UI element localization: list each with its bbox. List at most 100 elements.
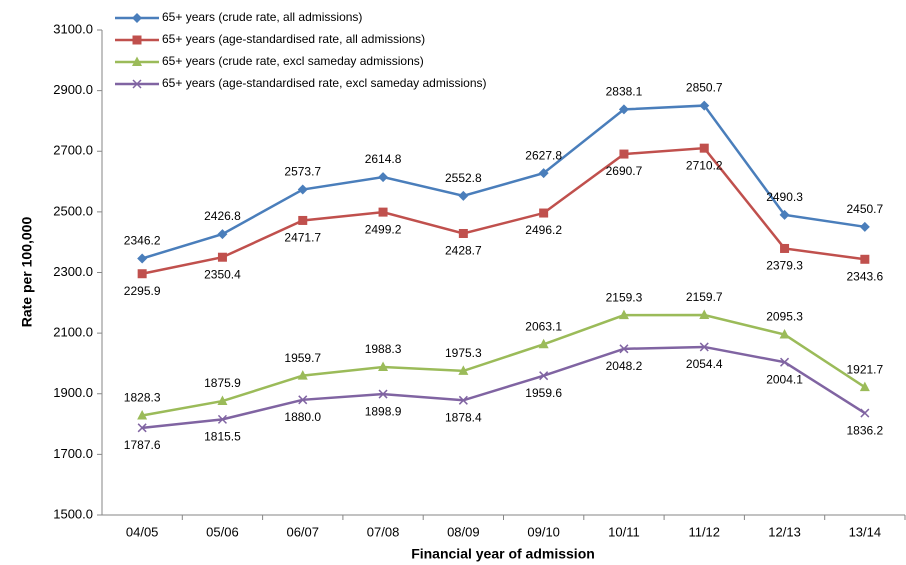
data-label: 1880.0	[284, 410, 321, 424]
marker	[137, 269, 147, 279]
legend-label: 65+ years (crude rate, all admissions)	[162, 10, 362, 24]
data-label: 1898.9	[365, 404, 402, 418]
x-tick-label: 06/07	[286, 524, 319, 539]
x-axis-title: Financial year of admission	[411, 546, 595, 562]
y-tick-label: 2100.0	[53, 325, 93, 340]
data-label: 2627.8	[525, 148, 562, 162]
marker	[699, 309, 710, 320]
marker	[297, 370, 308, 380]
data-label: 2343.6	[846, 269, 883, 283]
data-label: 2614.8	[365, 152, 402, 166]
x-tick-label: 10/11	[608, 524, 640, 539]
data-label: 2159.7	[686, 290, 723, 304]
marker	[217, 252, 227, 262]
data-label: 2850.7	[686, 81, 723, 95]
data-label: 2426.8	[204, 209, 241, 223]
x-tick-label: 04/05	[126, 524, 159, 539]
marker	[458, 228, 468, 238]
y-tick-label: 2700.0	[53, 143, 93, 158]
marker	[217, 395, 228, 406]
x-tick-label: 05/06	[206, 524, 239, 539]
marker	[132, 79, 142, 89]
marker	[859, 381, 870, 392]
legend-label: 65+ years (age-standardised rate, all ad…	[162, 32, 425, 46]
marker	[298, 395, 308, 405]
series-line	[142, 345, 866, 430]
data-label: 1815.5	[204, 430, 241, 444]
y-tick-label: 1500.0	[53, 506, 93, 521]
data-label: 1921.7	[846, 362, 883, 376]
marker	[297, 184, 308, 195]
marker	[539, 371, 549, 381]
marker	[298, 215, 308, 225]
legend-label: 65+ years (crude rate, excl sameday admi…	[162, 54, 424, 68]
marker	[539, 208, 549, 218]
marker	[779, 329, 790, 339]
marker	[137, 253, 148, 264]
marker	[699, 342, 709, 352]
data-label: 2710.2	[686, 158, 723, 172]
data-label: 2295.9	[124, 284, 161, 298]
data-label: 1836.2	[846, 423, 883, 437]
data-label: 1988.3	[365, 342, 402, 356]
marker	[860, 408, 870, 418]
data-label: 1959.7	[284, 351, 321, 365]
y-tick-label: 3100.0	[53, 21, 93, 36]
legend-label: 65+ years (age-standardised rate, excl s…	[162, 76, 487, 90]
data-label: 2450.7	[846, 202, 883, 216]
marker	[780, 243, 790, 253]
data-label: 2004.1	[766, 372, 803, 386]
marker	[618, 309, 629, 320]
x-tick-label: 11/12	[688, 524, 720, 539]
x-tick-label: 12/13	[768, 524, 801, 539]
y-tick-label: 2900.0	[53, 82, 93, 97]
y-tick-label: 1700.0	[53, 446, 93, 461]
series-line	[141, 313, 866, 417]
data-label: 2159.3	[606, 290, 643, 304]
marker	[458, 395, 468, 405]
data-label: 2490.3	[766, 190, 803, 204]
data-label: 1959.6	[525, 386, 562, 400]
marker	[699, 143, 709, 153]
y-tick-label: 2300.0	[53, 264, 93, 279]
data-label: 2346.2	[124, 234, 161, 248]
x-tick-label: 07/08	[367, 524, 400, 539]
marker	[538, 338, 549, 349]
data-label: 2496.2	[525, 223, 562, 237]
data-label: 2499.2	[365, 222, 402, 236]
series-line	[141, 104, 866, 260]
data-label: 1878.4	[445, 410, 482, 424]
marker	[860, 254, 870, 264]
data-label: 2063.1	[525, 319, 562, 333]
marker	[619, 344, 629, 354]
marker	[217, 414, 227, 424]
marker	[618, 104, 629, 115]
marker	[378, 389, 388, 399]
y-tick-label: 2500.0	[53, 203, 93, 218]
data-label: 2690.7	[606, 164, 643, 178]
y-tick-label: 1900.0	[53, 385, 93, 400]
marker	[699, 100, 710, 111]
data-label: 2573.7	[284, 165, 321, 179]
x-tick-label: 08/09	[447, 524, 480, 539]
marker	[538, 168, 549, 179]
marker	[132, 35, 142, 45]
marker	[619, 149, 629, 159]
marker	[378, 172, 389, 183]
marker	[378, 207, 388, 217]
x-tick-label: 09/10	[527, 524, 560, 539]
marker	[217, 229, 228, 240]
marker	[137, 423, 147, 433]
data-label: 1787.6	[124, 438, 161, 452]
data-label: 2428.7	[445, 244, 482, 258]
data-label: 1875.9	[204, 376, 241, 390]
data-label: 1828.3	[124, 391, 161, 405]
data-label: 2054.4	[686, 357, 723, 371]
series-line	[141, 146, 866, 275]
data-label: 2048.2	[606, 359, 643, 373]
data-label: 1975.3	[445, 346, 482, 360]
data-label: 2379.3	[766, 259, 803, 273]
marker	[132, 13, 142, 23]
marker	[378, 361, 389, 371]
